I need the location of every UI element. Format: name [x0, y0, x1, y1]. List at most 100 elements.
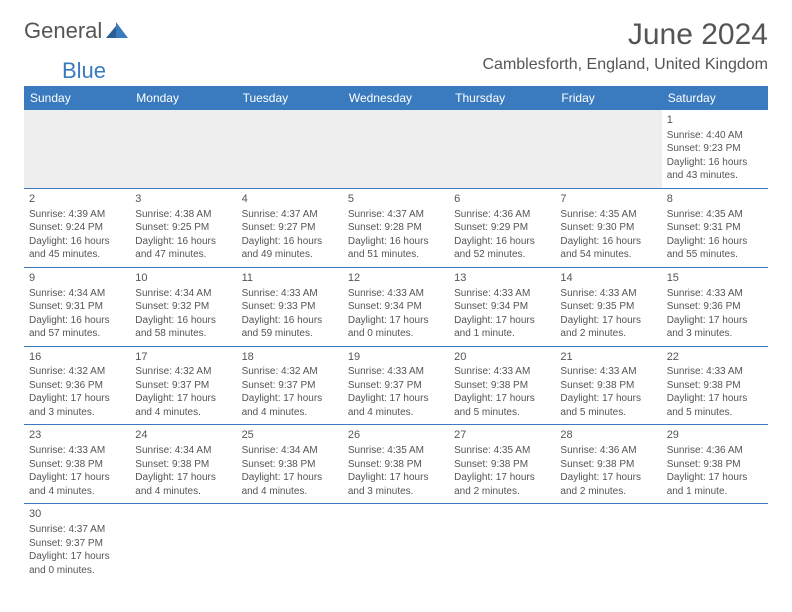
calendar-day-cell: 12Sunrise: 4:33 AMSunset: 9:34 PMDayligh… [343, 267, 449, 346]
sunrise-line: Sunrise: 4:33 AM [454, 365, 550, 379]
sunset-line: Sunset: 9:38 PM [667, 379, 763, 393]
sunrise-line: Sunrise: 4:33 AM [560, 365, 656, 379]
calendar-day-cell: 6Sunrise: 4:36 AMSunset: 9:29 PMDaylight… [449, 188, 555, 267]
daylight-line: Daylight: 16 hours and 57 minutes. [29, 314, 125, 341]
calendar-day-cell: 13Sunrise: 4:33 AMSunset: 9:34 PMDayligh… [449, 267, 555, 346]
daylight-line: Daylight: 17 hours and 4 minutes. [242, 392, 338, 419]
calendar-week-row: 16Sunrise: 4:32 AMSunset: 9:36 PMDayligh… [24, 346, 768, 425]
calendar-day-cell: 27Sunrise: 4:35 AMSunset: 9:38 PMDayligh… [449, 425, 555, 504]
calendar-day-cell: 4Sunrise: 4:37 AMSunset: 9:27 PMDaylight… [237, 188, 343, 267]
daylight-line: Daylight: 17 hours and 2 minutes. [560, 314, 656, 341]
sunset-line: Sunset: 9:34 PM [348, 300, 444, 314]
calendar-day-cell: 16Sunrise: 4:32 AMSunset: 9:36 PMDayligh… [24, 346, 130, 425]
sunset-line: Sunset: 9:29 PM [454, 221, 550, 235]
calendar-day-cell [662, 504, 768, 582]
day-number: 13 [454, 271, 550, 286]
header: General June 2024 Camblesforth, England,… [24, 18, 768, 74]
daylight-line: Daylight: 17 hours and 4 minutes. [29, 471, 125, 498]
calendar-day-cell: 26Sunrise: 4:35 AMSunset: 9:38 PMDayligh… [343, 425, 449, 504]
sunrise-line: Sunrise: 4:35 AM [560, 208, 656, 222]
calendar-day-cell: 30Sunrise: 4:37 AMSunset: 9:37 PMDayligh… [24, 504, 130, 582]
daylight-line: Daylight: 16 hours and 58 minutes. [135, 314, 231, 341]
day-number: 28 [560, 428, 656, 443]
sunrise-line: Sunrise: 4:33 AM [242, 287, 338, 301]
sunrise-line: Sunrise: 4:35 AM [454, 444, 550, 458]
day-number: 27 [454, 428, 550, 443]
sunset-line: Sunset: 9:36 PM [667, 300, 763, 314]
sunset-line: Sunset: 9:30 PM [560, 221, 656, 235]
daylight-line: Daylight: 17 hours and 3 minutes. [667, 314, 763, 341]
sunset-line: Sunset: 9:34 PM [454, 300, 550, 314]
sunset-line: Sunset: 9:38 PM [667, 458, 763, 472]
calendar-day-cell: 23Sunrise: 4:33 AMSunset: 9:38 PMDayligh… [24, 425, 130, 504]
sunrise-line: Sunrise: 4:36 AM [454, 208, 550, 222]
calendar-day-cell [237, 504, 343, 582]
sunrise-line: Sunrise: 4:33 AM [348, 365, 444, 379]
sunrise-line: Sunrise: 4:35 AM [667, 208, 763, 222]
calendar-day-cell [24, 110, 130, 188]
calendar-day-cell: 21Sunrise: 4:33 AMSunset: 9:38 PMDayligh… [555, 346, 661, 425]
sunrise-line: Sunrise: 4:36 AM [560, 444, 656, 458]
sunrise-line: Sunrise: 4:33 AM [454, 287, 550, 301]
day-number: 8 [667, 192, 763, 207]
logo: General [24, 18, 132, 44]
sunrise-line: Sunrise: 4:39 AM [29, 208, 125, 222]
daylight-line: Daylight: 16 hours and 43 minutes. [667, 156, 763, 183]
day-number: 24 [135, 428, 231, 443]
daylight-line: Daylight: 17 hours and 1 minute. [454, 314, 550, 341]
daylight-line: Daylight: 16 hours and 59 minutes. [242, 314, 338, 341]
calendar-day-cell: 24Sunrise: 4:34 AMSunset: 9:38 PMDayligh… [130, 425, 236, 504]
calendar-week-row: 2Sunrise: 4:39 AMSunset: 9:24 PMDaylight… [24, 188, 768, 267]
day-number: 1 [667, 113, 763, 128]
calendar-header-cell: Tuesday [237, 86, 343, 110]
calendar-header-cell: Wednesday [343, 86, 449, 110]
calendar-day-cell: 15Sunrise: 4:33 AMSunset: 9:36 PMDayligh… [662, 267, 768, 346]
day-number: 20 [454, 350, 550, 365]
daylight-line: Daylight: 17 hours and 2 minutes. [560, 471, 656, 498]
daylight-line: Daylight: 17 hours and 3 minutes. [29, 392, 125, 419]
daylight-line: Daylight: 17 hours and 2 minutes. [454, 471, 550, 498]
day-number: 4 [242, 192, 338, 207]
daylight-line: Daylight: 17 hours and 1 minute. [667, 471, 763, 498]
calendar-day-cell: 7Sunrise: 4:35 AMSunset: 9:30 PMDaylight… [555, 188, 661, 267]
sunrise-line: Sunrise: 4:33 AM [348, 287, 444, 301]
logo-mark-icon [106, 20, 132, 43]
sunrise-line: Sunrise: 4:34 AM [135, 287, 231, 301]
calendar-day-cell: 5Sunrise: 4:37 AMSunset: 9:28 PMDaylight… [343, 188, 449, 267]
calendar-header-row: SundayMondayTuesdayWednesdayThursdayFrid… [24, 86, 768, 110]
daylight-line: Daylight: 17 hours and 4 minutes. [242, 471, 338, 498]
day-number: 17 [135, 350, 231, 365]
sunrise-line: Sunrise: 4:33 AM [667, 365, 763, 379]
sunrise-line: Sunrise: 4:37 AM [29, 523, 125, 537]
sunset-line: Sunset: 9:38 PM [348, 458, 444, 472]
sunset-line: Sunset: 9:33 PM [242, 300, 338, 314]
calendar-day-cell: 18Sunrise: 4:32 AMSunset: 9:37 PMDayligh… [237, 346, 343, 425]
day-number: 18 [242, 350, 338, 365]
sunset-line: Sunset: 9:31 PM [29, 300, 125, 314]
sunrise-line: Sunrise: 4:32 AM [242, 365, 338, 379]
daylight-line: Daylight: 17 hours and 5 minutes. [454, 392, 550, 419]
calendar-day-cell [555, 504, 661, 582]
calendar-day-cell: 20Sunrise: 4:33 AMSunset: 9:38 PMDayligh… [449, 346, 555, 425]
day-number: 29 [667, 428, 763, 443]
sunset-line: Sunset: 9:35 PM [560, 300, 656, 314]
day-number: 2 [29, 192, 125, 207]
sunset-line: Sunset: 9:38 PM [560, 379, 656, 393]
daylight-line: Daylight: 17 hours and 5 minutes. [667, 392, 763, 419]
logo-text-blue: Blue [62, 58, 106, 84]
sunrise-line: Sunrise: 4:33 AM [29, 444, 125, 458]
sunset-line: Sunset: 9:38 PM [560, 458, 656, 472]
calendar-day-cell [343, 110, 449, 188]
calendar-day-cell [130, 110, 236, 188]
calendar-day-cell: 14Sunrise: 4:33 AMSunset: 9:35 PMDayligh… [555, 267, 661, 346]
calendar-day-cell: 22Sunrise: 4:33 AMSunset: 9:38 PMDayligh… [662, 346, 768, 425]
sunrise-line: Sunrise: 4:33 AM [667, 287, 763, 301]
sunrise-line: Sunrise: 4:40 AM [667, 129, 763, 143]
daylight-line: Daylight: 16 hours and 49 minutes. [242, 235, 338, 262]
sunrise-line: Sunrise: 4:37 AM [242, 208, 338, 222]
sunset-line: Sunset: 9:38 PM [242, 458, 338, 472]
sunset-line: Sunset: 9:32 PM [135, 300, 231, 314]
day-number: 25 [242, 428, 338, 443]
calendar-table: SundayMondayTuesdayWednesdayThursdayFrid… [24, 86, 768, 582]
day-number: 5 [348, 192, 444, 207]
